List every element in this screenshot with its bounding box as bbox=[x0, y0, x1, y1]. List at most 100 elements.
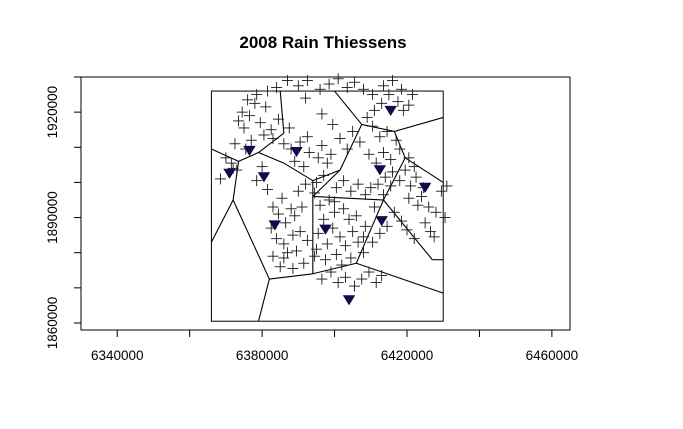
gauge-point bbox=[348, 76, 360, 88]
gauge-point bbox=[367, 236, 379, 248]
rain-station bbox=[384, 105, 397, 117]
gauge-point bbox=[358, 231, 370, 243]
gauge-point bbox=[260, 101, 272, 113]
gauge-point bbox=[309, 250, 321, 262]
gauge-point bbox=[225, 157, 237, 169]
gauge-point bbox=[289, 155, 301, 167]
gauge-point bbox=[300, 92, 312, 104]
gauge-point bbox=[374, 227, 386, 239]
gauge-point bbox=[345, 252, 357, 264]
gauge-point bbox=[352, 178, 364, 190]
rain-station bbox=[375, 216, 388, 227]
gauge-point bbox=[332, 73, 344, 85]
gauge-point bbox=[242, 94, 254, 106]
gauge-point bbox=[377, 80, 389, 92]
gauge-point bbox=[361, 111, 373, 123]
gauge-point bbox=[249, 97, 261, 109]
gauge-point bbox=[292, 185, 304, 197]
gauge-point bbox=[285, 203, 297, 215]
gauge-point bbox=[254, 117, 266, 129]
gauge-point bbox=[316, 273, 328, 285]
thiessen-edge bbox=[312, 262, 357, 275]
gauge-point bbox=[271, 82, 283, 94]
gauge-point bbox=[272, 208, 284, 220]
rain-station bbox=[257, 172, 271, 183]
gauge-point bbox=[281, 75, 293, 87]
gauge-point bbox=[358, 83, 370, 95]
thiessen-edge bbox=[210, 199, 234, 243]
gauge-point bbox=[392, 96, 404, 108]
gauge-point bbox=[341, 82, 353, 94]
gauge-point bbox=[301, 75, 313, 87]
gauge-point bbox=[352, 236, 364, 248]
gauge-point bbox=[321, 238, 333, 250]
y-tick-label: 1860000 bbox=[45, 297, 60, 350]
gauge-point bbox=[368, 201, 380, 213]
gauge-point bbox=[396, 215, 408, 227]
gauge-point bbox=[338, 175, 350, 187]
gauge-point bbox=[294, 226, 306, 238]
gauge-point bbox=[327, 118, 339, 130]
gauge-point bbox=[280, 217, 292, 229]
gauge-point bbox=[287, 229, 299, 241]
x-axis: 6340000 6380000 6420000 6460000 bbox=[91, 329, 578, 363]
gauge-point bbox=[381, 125, 393, 137]
gauge-point bbox=[354, 136, 366, 148]
gauge-point bbox=[394, 143, 406, 155]
rain-station bbox=[418, 182, 432, 193]
gauge-point bbox=[251, 175, 263, 187]
thiessen-edge bbox=[269, 273, 313, 280]
y-tick-label: 1920000 bbox=[45, 86, 60, 139]
gauge-point bbox=[406, 89, 418, 101]
gauge-point bbox=[370, 277, 382, 289]
gauge-point bbox=[376, 97, 388, 109]
rain-station bbox=[319, 224, 332, 235]
gauge-point bbox=[316, 140, 328, 152]
gauge-point bbox=[348, 280, 360, 292]
thiessen-edge bbox=[334, 90, 363, 125]
gauge-point bbox=[301, 131, 313, 143]
gauge-point bbox=[296, 201, 308, 213]
gauge-point bbox=[283, 122, 295, 134]
gauge-point bbox=[271, 233, 283, 245]
thiessen-edge bbox=[211, 148, 239, 162]
gauge-point bbox=[236, 106, 248, 118]
thiessen-edge bbox=[404, 157, 444, 183]
gauge-point bbox=[403, 152, 415, 164]
gauge-point bbox=[303, 147, 315, 159]
thiessen-edge bbox=[283, 162, 314, 182]
gauge-point bbox=[385, 180, 397, 192]
gauge-point bbox=[396, 83, 408, 95]
gauge-point bbox=[323, 78, 335, 90]
gauge-point bbox=[323, 194, 335, 206]
gauge-point bbox=[262, 85, 274, 97]
gauge-point bbox=[314, 83, 326, 95]
gauge-point bbox=[363, 266, 375, 278]
gauge-point bbox=[314, 199, 326, 211]
gauge-point bbox=[301, 234, 313, 246]
rain-station bbox=[290, 146, 303, 158]
thiessen-edge bbox=[356, 262, 444, 294]
plot-frame bbox=[80, 76, 571, 331]
rain-station bbox=[268, 220, 282, 231]
gauge-point bbox=[408, 233, 420, 245]
gauge-point bbox=[320, 254, 331, 266]
gauge-point bbox=[300, 178, 312, 190]
thiessen-edge bbox=[232, 199, 270, 280]
gauge-point bbox=[265, 124, 277, 136]
gauge-point bbox=[281, 247, 293, 259]
study-boundary bbox=[210, 90, 444, 322]
gauge-point bbox=[258, 129, 270, 141]
gauge-point bbox=[377, 189, 389, 201]
gauge-point bbox=[291, 245, 303, 257]
gauge-point bbox=[292, 80, 304, 92]
gauge-point bbox=[394, 175, 406, 187]
thiessen-edge bbox=[382, 157, 406, 201]
gauge-point bbox=[403, 192, 415, 204]
gauge-point bbox=[325, 266, 337, 278]
gauge-point bbox=[368, 104, 380, 116]
gauge-point bbox=[220, 152, 232, 164]
gauge-point bbox=[336, 259, 348, 271]
gauge-point bbox=[403, 99, 415, 111]
thiessen-edge bbox=[232, 161, 240, 201]
